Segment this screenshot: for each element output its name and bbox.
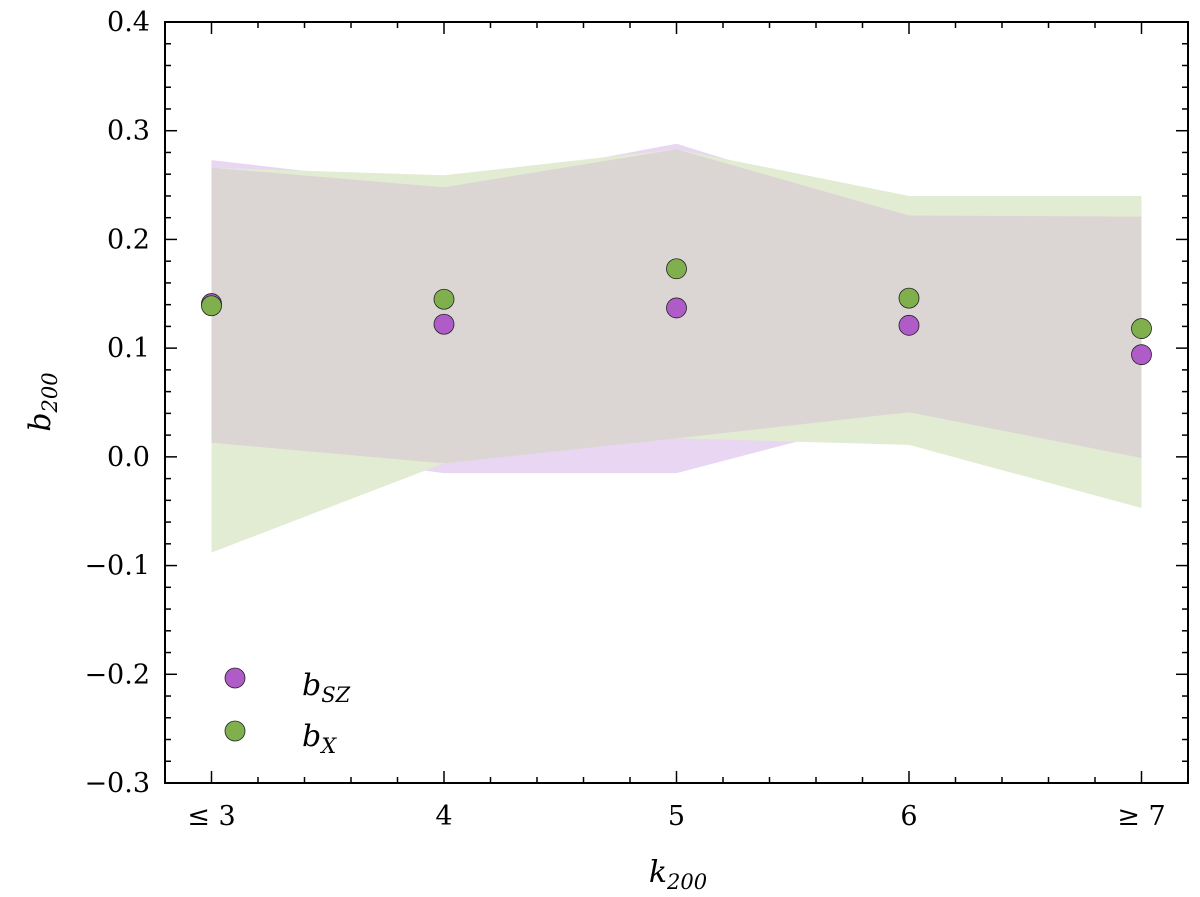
point-bsz	[898, 314, 920, 336]
x-tick-label: ≤ 3	[187, 801, 235, 832]
legend: bSZ bX	[224, 667, 351, 758]
y-tick-label: 0.2	[107, 224, 150, 255]
x-tick-label: 5	[668, 801, 685, 832]
point-bx	[666, 258, 687, 280]
legend-marker-bx	[224, 720, 246, 742]
point-bx	[433, 288, 455, 310]
y-tick-label: 0.3	[107, 116, 150, 147]
legend-label-bsz: bSZ	[302, 668, 351, 707]
x-tick-labels: ≤ 3 4 5 6 ≥ 7	[187, 801, 1165, 832]
y-axis-title: b200	[23, 372, 62, 431]
legend-label-bx: bX	[302, 719, 337, 758]
y-tick-label: 0.4	[107, 7, 150, 38]
y-tick-label: −0.3	[84, 768, 150, 799]
x-axis-title: k200	[649, 855, 707, 894]
x-tick-label: ≥ 7	[1117, 801, 1165, 832]
legend-marker-bsz	[224, 667, 246, 689]
point-bsz	[433, 313, 455, 335]
point-bx	[1131, 318, 1152, 339]
y-tick-label: −0.1	[84, 551, 150, 582]
y-tick-label: 0.0	[107, 442, 150, 473]
uncertainty-bands	[211, 143, 1142, 553]
point-bx	[201, 295, 222, 317]
data-points	[201, 258, 1152, 366]
plot-frame	[164, 21, 1189, 784]
point-bsz	[1131, 344, 1152, 366]
x-tick-label: 4	[435, 801, 452, 832]
point-bsz	[666, 297, 687, 319]
x-tick-label: 6	[900, 801, 917, 832]
y-tick-labels: −0.3 −0.2 −0.1 0.0 0.1 0.2 0.3 0.4	[84, 7, 150, 799]
point-bx	[898, 287, 920, 309]
y-tick-label: 0.1	[107, 333, 150, 364]
y-tick-label: −0.2	[84, 659, 150, 690]
